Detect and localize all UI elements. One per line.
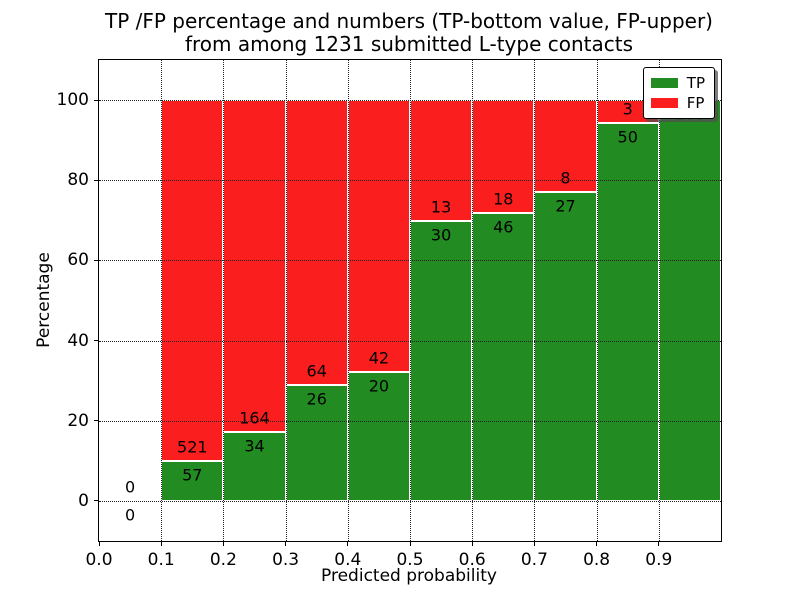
bar-segment-fp xyxy=(223,100,286,433)
y-axis-tick xyxy=(94,340,98,342)
y-axis-label: Percentage xyxy=(34,252,54,348)
fp-count-label: 164 xyxy=(239,408,270,428)
tp-count-label: 26 xyxy=(306,389,327,409)
x-axis-tick xyxy=(98,542,100,546)
fp-count-label: 3 xyxy=(622,99,633,119)
tp-count-label: 34 xyxy=(244,436,265,456)
chart-title-line-2: from among 1231 submitted L-type contact… xyxy=(184,32,634,56)
gridline-vertical xyxy=(161,60,163,541)
x-axis-tick xyxy=(222,542,224,546)
bar-segment-tp xyxy=(596,122,659,501)
bar-segment-tp xyxy=(410,221,473,501)
y-tick-label: 20 xyxy=(67,410,89,431)
y-axis-tick xyxy=(94,420,98,422)
fp-color-swatch xyxy=(650,98,678,108)
y-tick-label: 80 xyxy=(67,170,89,191)
gridline-vertical xyxy=(347,60,349,541)
tp-count-label: 50 xyxy=(617,127,638,147)
x-axis-tick xyxy=(471,542,473,546)
legend-label-fp: FP xyxy=(686,94,705,112)
bar-segment-tp xyxy=(472,212,535,501)
x-axis-tick xyxy=(596,542,598,546)
bar-segment-fp xyxy=(285,100,348,386)
legend-label-tp: TP xyxy=(686,74,705,92)
tp-count-label: 20 xyxy=(368,376,390,396)
x-tick-label: 0.4 xyxy=(334,550,362,570)
gridline-vertical xyxy=(410,60,411,541)
y-tick-label: 0 xyxy=(78,490,89,511)
x-tick-label: 0.7 xyxy=(520,550,548,570)
fp-count-label: 13 xyxy=(430,197,452,217)
gridline-vertical xyxy=(596,60,598,541)
gridline-vertical xyxy=(658,60,660,541)
fp-count-label: 18 xyxy=(493,189,514,209)
tp-color-swatch xyxy=(650,78,678,88)
plot-area: 0.0 0.1 0.2 0.3 0.4 0.5 0.6 0.7 0.8 0.9 0 20 40 60 80 1… xyxy=(57,59,722,570)
bar-segment-fp xyxy=(347,100,410,372)
bar-segment-tp xyxy=(161,461,224,501)
bar-segment-fp xyxy=(161,100,224,462)
x-tick-label: 0.0 xyxy=(85,550,113,570)
tp-count-label: 27 xyxy=(555,196,576,216)
x-tick-label: 0.3 xyxy=(272,550,300,570)
fp-count-label: 0 xyxy=(125,477,136,497)
x-axis-tick xyxy=(533,542,535,546)
legend-entry-tp: TP xyxy=(650,73,705,93)
bar-segment-tp xyxy=(658,100,721,501)
x-tick-label: 0.2 xyxy=(209,550,237,570)
x-axis-tick xyxy=(160,542,162,546)
x-axis-tick xyxy=(658,542,660,546)
bar-segment-tp xyxy=(347,371,410,501)
fp-count-label: 521 xyxy=(177,437,208,457)
chart-title-line-1: TP /FP percentage and numbers (TP-bottom… xyxy=(105,9,713,33)
legend: TP FP xyxy=(642,67,715,119)
fp-count-label: 8 xyxy=(560,168,571,188)
x-axis-label: Predicted probability xyxy=(321,566,497,586)
gridline-vertical xyxy=(534,60,536,541)
legend-entry-fp: FP xyxy=(650,93,705,113)
tp-count-label: 46 xyxy=(493,217,514,237)
x-tick-label: 0.9 xyxy=(645,550,673,570)
y-axis-tick xyxy=(94,500,98,502)
x-axis-tick xyxy=(347,542,349,546)
gridline-vertical xyxy=(472,60,474,541)
gridline-vertical xyxy=(285,60,287,541)
x-axis-tick xyxy=(285,542,287,546)
tp-count-label: 30 xyxy=(430,225,452,245)
y-axis-tick xyxy=(94,259,98,261)
x-tick-label: 0.5 xyxy=(396,550,424,570)
y-tick-label: 40 xyxy=(67,330,89,351)
gridline-vertical xyxy=(223,60,225,541)
y-axis-tick xyxy=(94,99,98,101)
y-tick-label: 60 xyxy=(67,250,89,271)
fp-count-label: 42 xyxy=(368,348,390,368)
fp-count-label: 64 xyxy=(306,361,327,381)
x-axis-tick xyxy=(409,542,411,546)
tp-count-label: 57 xyxy=(182,465,203,485)
y-axis-tick xyxy=(94,179,98,181)
bar-segment-tp xyxy=(534,191,597,501)
bar-segment-tp xyxy=(223,432,286,501)
y-tick-label: 100 xyxy=(56,90,89,111)
tp-count-label: 0 xyxy=(125,505,136,525)
x-tick-label: 0.1 xyxy=(147,550,175,570)
x-tick-label: 0.6 xyxy=(458,550,486,570)
x-tick-label: 0.8 xyxy=(583,550,611,570)
